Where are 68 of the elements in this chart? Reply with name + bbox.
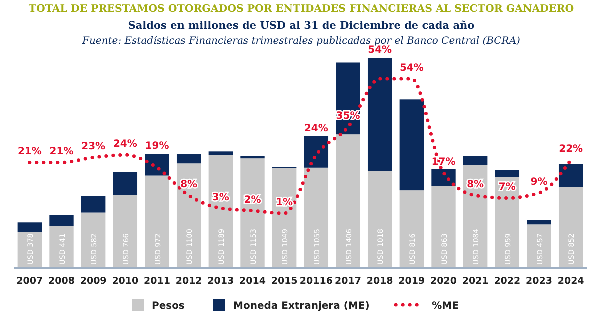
legend-label: Moneda Extranjera (ME) (234, 301, 370, 312)
bar (304, 168, 329, 268)
bar (558, 164, 584, 188)
data-label: 8% (180, 180, 198, 191)
x-tick-label: 2017 (335, 276, 362, 287)
bar (18, 222, 42, 232)
data-label: 3% (212, 192, 230, 204)
bar (145, 154, 170, 176)
x-tick-label: 2010 (112, 276, 140, 287)
x-tick-label: 2011 (144, 276, 170, 287)
x-tick-label: 2020 (430, 276, 458, 287)
chart-subtitle: Saldos en millones de USD al 31 de Diciembre de cada año (128, 20, 475, 32)
x-tick-label: 20116 (300, 276, 334, 287)
bar (432, 186, 456, 268)
data-label: 22% (559, 144, 584, 156)
data-label: 21% (18, 146, 42, 158)
bar (368, 171, 392, 268)
data-label: 9% (530, 177, 548, 188)
x-tick-label: 2013 (208, 276, 234, 287)
bar (81, 196, 106, 213)
bar (176, 154, 202, 164)
data-label: 54% (400, 63, 424, 74)
bar (50, 215, 74, 226)
bar (432, 169, 456, 186)
data-label: 23% (82, 142, 106, 153)
bar (113, 195, 138, 268)
bar (208, 152, 234, 156)
bar (558, 187, 584, 268)
data-label: 2% (244, 194, 262, 206)
bar (50, 226, 74, 268)
x-tick-label: 2008 (48, 276, 76, 287)
x-tick-label: 2018 (366, 276, 394, 287)
data-label: 24% (113, 139, 138, 150)
legend-label: %ME (432, 301, 460, 312)
x-tick-label: 2021 (462, 276, 489, 287)
data-label: 24% (304, 123, 328, 134)
data-label: 19% (145, 141, 170, 152)
bar (527, 224, 552, 268)
bar (463, 156, 488, 166)
legend-label: Pesos (152, 301, 185, 312)
bar (81, 212, 106, 268)
data-label: 35% (336, 111, 360, 122)
bar (495, 170, 520, 177)
x-tick-label: 2023 (526, 276, 552, 287)
source-note: Fuente: Estadísticas Financieras trimestrales publicadas por el Banco Central (BCRA) (82, 36, 521, 47)
bar (368, 58, 392, 172)
data-label: 8% (467, 180, 484, 191)
bar (145, 176, 170, 268)
bar (400, 190, 424, 268)
x-tick-label: 2015 (271, 276, 298, 287)
data-label: 21% (50, 146, 74, 158)
x-tick-label: 2007 (16, 276, 44, 287)
x-tick-label: 2019 (398, 276, 426, 287)
bar (113, 172, 138, 196)
data-label: 1% (276, 197, 294, 208)
x-tick-label: 2024 (558, 276, 585, 287)
bar (400, 100, 424, 191)
bar (336, 134, 360, 268)
chart-title: TOTAL DE PRESTAMOS OTORGADOS POR ENTIDADES FINANCIERAS AL SECTOR GANADERO (28, 3, 574, 15)
x-tick-label: 2009 (80, 276, 107, 287)
x-tick-label: 2022 (494, 276, 521, 287)
bar (527, 220, 552, 225)
bar (304, 136, 329, 168)
x-tick-label: 2012 (176, 276, 202, 287)
x-tick-label: 2014 (240, 276, 266, 287)
data-label: 7% (498, 182, 516, 194)
data-label: 17% (432, 156, 456, 168)
data-label: 54% (368, 45, 392, 56)
